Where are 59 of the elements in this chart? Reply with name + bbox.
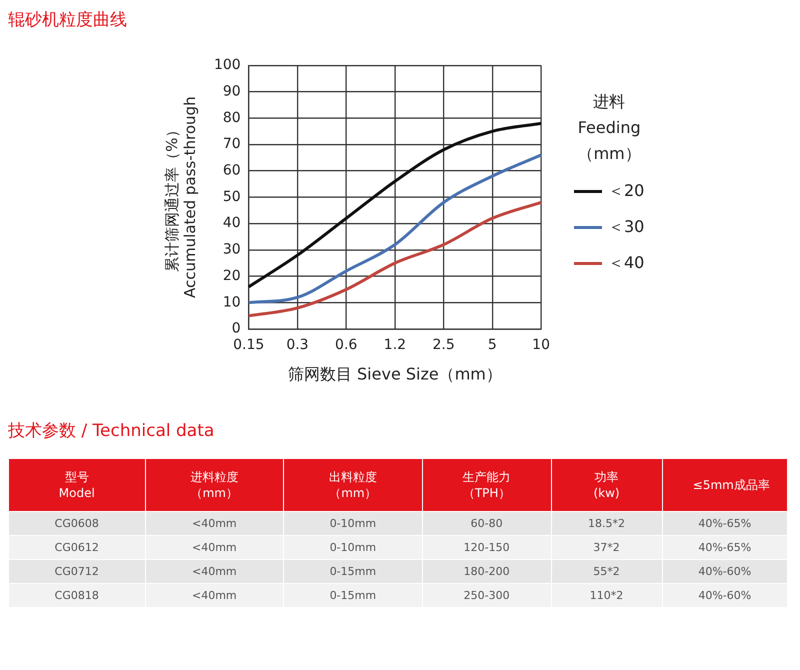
- y-axis-title: 累计筛网通过率（%） Accumulated pass-through: [162, 96, 199, 298]
- text: CG0712: [8, 560, 146, 584]
- y-tick-label: 90: [222, 83, 241, 100]
- text: 37*2: [551, 536, 662, 560]
- text: 110*2: [551, 584, 662, 608]
- y-tick-label: 40: [222, 215, 241, 232]
- category-label: 型号 Model: [58, 469, 96, 501]
- text: 40%-60%: [662, 584, 788, 608]
- text: <40mm: [145, 512, 284, 536]
- x-tick-label: 5: [488, 337, 497, 354]
- text: 40%-60%: [662, 560, 788, 584]
- category-label: 生产能力（TPH）: [462, 469, 512, 501]
- text: 0-15mm: [284, 560, 422, 584]
- text: CG0608: [8, 512, 146, 536]
- y-tick-label: 70: [222, 136, 241, 152]
- text: 120-150: [422, 536, 552, 560]
- legend-label: ＜30: [608, 216, 644, 238]
- x-tick-label: 10: [532, 337, 550, 354]
- text: <40mm: [145, 560, 284, 584]
- text: 250-300: [422, 584, 552, 608]
- text: 40%-65%: [662, 512, 788, 536]
- x-tick-label: 0.6: [335, 337, 358, 354]
- y-tick-label: 30: [222, 242, 241, 258]
- category-label: ≤5mm成品率: [692, 477, 770, 493]
- text: <40mm: [145, 584, 284, 608]
- y-tick-label: 80: [222, 110, 241, 126]
- y-tick-label: 20: [222, 268, 241, 284]
- x-tick-label: 1.2: [384, 337, 406, 354]
- legend-label: ＜20: [608, 180, 644, 202]
- text: CG0818: [8, 584, 146, 608]
- y-tick-label: 0: [232, 320, 241, 337]
- category-label: 功率 (kw): [592, 469, 621, 501]
- text: 辊砂机粒度曲线: [8, 9, 128, 31]
- text: 40%-65%: [662, 536, 788, 560]
- x-axis-title: 筛网数目 Sieve Size（mm）: [288, 364, 502, 384]
- text: 0-15mm: [284, 584, 422, 608]
- legend-title: 进料 Feeding （mm）: [576, 91, 642, 165]
- text: <40mm: [145, 536, 284, 560]
- text: 55*2: [551, 560, 662, 584]
- line-series: [247, 122, 543, 288]
- x-tick-label: 0.15: [233, 337, 264, 354]
- x-tick-label: 0.3: [286, 337, 309, 354]
- text: CG0612: [8, 536, 146, 560]
- text: 技术参数 / Technical data: [8, 420, 216, 442]
- y-tick-label: 60: [222, 162, 241, 178]
- line-series: [247, 154, 543, 304]
- text: 0-10mm: [284, 536, 422, 560]
- y-tick-label: 50: [222, 188, 241, 205]
- text: 0-10mm: [284, 512, 422, 536]
- category-label: 出料粒度（mm）: [328, 469, 378, 501]
- category-label: 进料粒度（mm）: [189, 469, 240, 501]
- legend-label: ＜40: [608, 252, 644, 274]
- text: 60-80: [422, 512, 552, 536]
- x-tick-label: 2.5: [432, 337, 455, 354]
- line-series: [247, 200, 543, 318]
- text: 18.5*2: [551, 512, 662, 536]
- y-tick-label: 100: [214, 57, 241, 74]
- y-tick-label: 10: [222, 294, 241, 310]
- text: 180-200: [422, 560, 552, 584]
